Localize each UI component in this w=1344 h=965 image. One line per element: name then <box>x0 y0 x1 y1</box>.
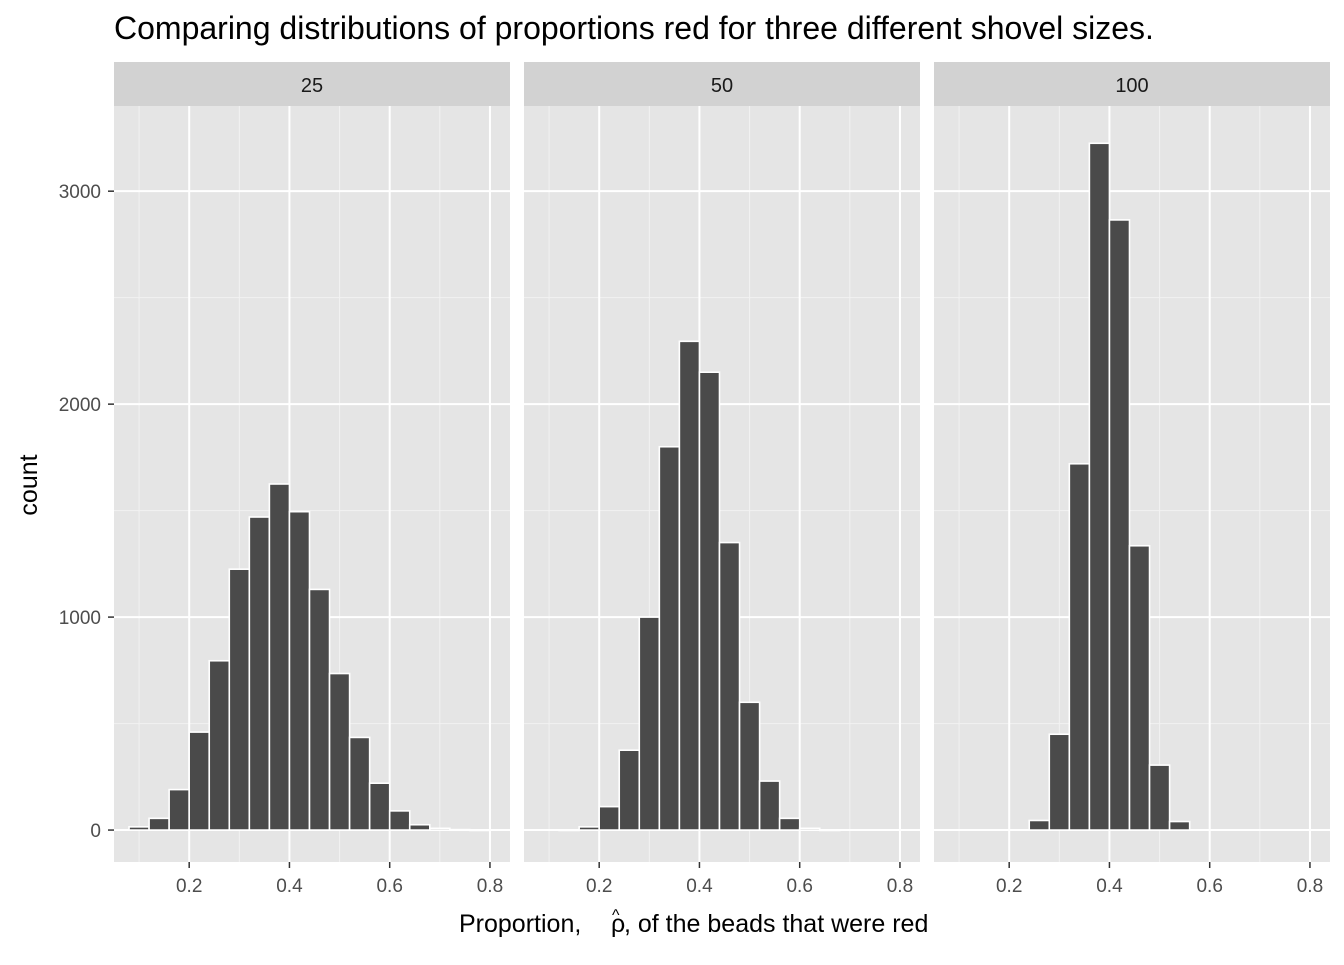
histogram-bar <box>348 736 371 831</box>
histogram-bar <box>368 782 391 831</box>
x-tick-label: 0.4 <box>1096 876 1123 897</box>
x-axis-label-symbol: ρ <box>611 910 625 938</box>
histogram-bar <box>698 371 721 831</box>
histogram-bar <box>658 445 681 831</box>
facet-strip-label: 50 <box>711 75 733 97</box>
histogram-bar <box>268 483 291 831</box>
x-axis-label-suffix: , of the beads that were red <box>624 910 928 938</box>
histogram-bar <box>738 701 761 831</box>
histogram-bar <box>228 568 251 831</box>
histogram-bar <box>1088 142 1111 831</box>
facet-strip <box>934 62 1330 106</box>
y-axis-label: count <box>15 454 43 515</box>
histogram-bar <box>1148 764 1171 831</box>
histogram-bar <box>248 516 271 831</box>
histogram-bar <box>758 780 781 831</box>
histogram-bar <box>818 829 841 832</box>
y-tick-label: 3000 <box>59 182 101 203</box>
facet-panel: 100 0.2 0.4 0.6 0.8 <box>934 62 1330 897</box>
histogram-bar <box>1028 819 1051 831</box>
histogram-bar <box>1128 544 1151 831</box>
x-axis-label-prefix: Proportion, <box>459 910 581 938</box>
histogram-bar <box>469 829 491 832</box>
histogram-bar <box>1168 820 1191 831</box>
histogram-bar <box>328 672 351 831</box>
histogram-bar <box>718 541 741 831</box>
x-axis-label-hat: ^ <box>612 907 620 924</box>
histogram-bar <box>428 827 451 831</box>
histogram-bar <box>638 616 661 831</box>
y-tick-label: 0 <box>90 821 101 842</box>
facet-strip <box>114 62 510 106</box>
x-tick-label: 0.8 <box>1297 876 1323 897</box>
histogram-bar <box>778 817 801 831</box>
x-tick-label: 0.6 <box>786 876 812 897</box>
facet-strip <box>524 62 920 106</box>
histogram-bar <box>308 588 331 831</box>
histogram-bar <box>1048 733 1071 831</box>
histogram-bar <box>578 826 600 831</box>
facet-strip-label: 25 <box>301 75 323 97</box>
histogram-bar <box>188 731 211 831</box>
chart-title: Comparing distributions of proportions r… <box>114 10 1154 46</box>
histogram-bar <box>558 829 580 832</box>
histogram-bar <box>449 828 471 832</box>
histogram-bar <box>598 805 621 831</box>
histogram-bar <box>678 340 701 831</box>
x-tick-label: 0.2 <box>586 876 612 897</box>
histogram-bar <box>408 823 431 831</box>
x-tick-label: 0.4 <box>686 876 713 897</box>
histogram-bar <box>288 510 311 831</box>
histogram-bar <box>618 749 641 831</box>
facet-panels: 0 1000 2000 3000 25 0.2 0.4 0.6 0.8 50 0.2 0.4 0.6 0.… <box>59 62 1330 897</box>
facet-strip-label: 100 <box>1115 75 1148 97</box>
histogram-bar <box>1068 462 1091 831</box>
x-tick-label: 0.8 <box>477 876 503 897</box>
x-tick-label: 0.4 <box>276 876 303 897</box>
histogram-bar <box>388 810 411 831</box>
x-tick-label: 0.6 <box>376 876 402 897</box>
histogram-bar <box>1108 219 1131 831</box>
y-tick-label: 2000 <box>59 395 101 416</box>
x-tick-label: 0.8 <box>887 876 913 897</box>
y-tick-label: 1000 <box>59 608 101 629</box>
histogram-bar <box>128 826 150 831</box>
facet-panel: 50 0.2 0.4 0.6 0.8 <box>524 62 920 897</box>
x-tick-label: 0.6 <box>1196 876 1222 897</box>
histogram-bar <box>798 827 821 831</box>
histogram-bar <box>148 817 170 831</box>
histogram-bar <box>168 788 190 831</box>
facet-panel: 25 0.2 0.4 0.6 0.8 <box>114 62 510 897</box>
x-tick-label: 0.2 <box>996 876 1022 897</box>
x-tick-label: 0.2 <box>176 876 202 897</box>
histogram-bar <box>208 659 231 831</box>
x-axis-label: Proportion, ρ ^ , of the beads that were… <box>459 907 928 938</box>
